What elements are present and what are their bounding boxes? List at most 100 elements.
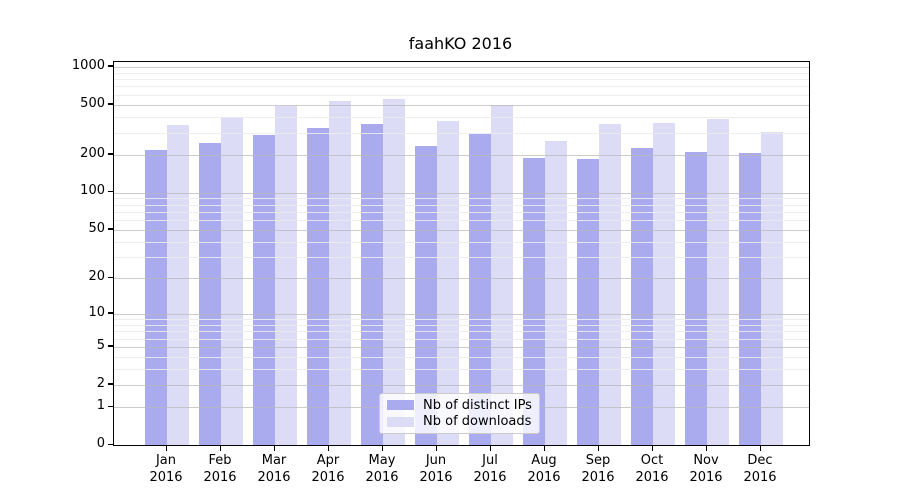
gridline-minor-8 xyxy=(114,324,809,326)
gridline-major-5 xyxy=(114,347,809,348)
bar-downloads-sep xyxy=(599,123,621,445)
bar-distinct-ips-dec xyxy=(739,152,761,445)
y-tick-5 xyxy=(108,345,113,347)
y-tick-50 xyxy=(108,228,113,230)
y-tick-label-1000: 1000 xyxy=(71,57,105,73)
gridline-minor-700 xyxy=(114,86,809,88)
gridline-minor-4 xyxy=(114,356,809,358)
y-tick-200 xyxy=(108,153,113,155)
x-tick-jan xyxy=(165,445,167,451)
bar-distinct-ips-mar xyxy=(253,134,275,445)
y-tick-label-20: 20 xyxy=(88,269,105,285)
y-tick-10 xyxy=(108,312,113,314)
y-tick-label-500: 500 xyxy=(80,95,105,111)
bar-downloads-jan xyxy=(167,125,189,445)
x-tick-label-aug: Aug 2016 xyxy=(527,453,561,485)
y-tick-label-10: 10 xyxy=(88,304,105,320)
bar-downloads-may xyxy=(383,98,405,445)
x-tick-may xyxy=(381,445,383,451)
y-tick-1 xyxy=(108,405,113,408)
y-tick-500 xyxy=(108,103,113,105)
bar-distinct-ips-sep xyxy=(577,159,599,445)
bar-distinct-ips-jul xyxy=(469,133,491,445)
x-tick-sep xyxy=(597,445,599,451)
x-tick-aug xyxy=(543,445,545,451)
y-tick-20 xyxy=(108,276,113,279)
bar-downloads-oct xyxy=(653,123,675,445)
y-tick-label-0: 0 xyxy=(96,436,105,451)
gridline-major-20 xyxy=(114,278,809,280)
legend-label-downloads: Nb of downloads xyxy=(423,414,532,430)
gridline-minor-7 xyxy=(114,331,809,333)
gridline-major-1000 xyxy=(114,66,809,68)
gridline-major-2 xyxy=(114,384,809,386)
x-tick-label-jun: Jun 2016 xyxy=(419,453,453,485)
y-tick-label-2: 2 xyxy=(96,375,105,391)
bar-distinct-ips-nov xyxy=(685,151,707,445)
bar-distinct-ips-oct xyxy=(631,147,653,445)
x-tick-label-apr: Apr 2016 xyxy=(311,453,345,485)
y-tick-label-50: 50 xyxy=(88,220,105,236)
bar-distinct-ips-may xyxy=(361,124,383,445)
gridline-minor-600 xyxy=(114,94,809,96)
y-tick-label-100: 100 xyxy=(80,183,105,199)
x-tick-label-mar: Mar 2016 xyxy=(257,453,291,485)
gridline-minor-30 xyxy=(114,257,809,259)
x-tick-label-sep: Sep 2016 xyxy=(581,453,615,485)
x-tick-label-jan: Jan 2016 xyxy=(149,453,183,485)
bar-downloads-dec xyxy=(761,131,783,445)
y-tick-0 xyxy=(108,443,113,445)
bar-distinct-ips-jan xyxy=(145,149,167,445)
gridline-minor-300 xyxy=(114,132,809,134)
gridline-minor-80 xyxy=(114,204,809,206)
x-tick-label-nov: Nov 2016 xyxy=(689,453,723,485)
y-tick-label-5: 5 xyxy=(96,337,105,353)
gridline-major-10 xyxy=(114,313,809,315)
gridline-minor-3 xyxy=(114,369,809,371)
bar-downloads-jun xyxy=(437,120,459,445)
gridline-minor-6 xyxy=(114,338,809,340)
plot-area xyxy=(113,61,810,446)
gridline-major-200 xyxy=(114,154,809,156)
y-tick-label-200: 200 xyxy=(80,145,105,161)
bar-downloads-aug xyxy=(545,140,567,445)
bar-downloads-jul xyxy=(491,105,513,445)
bar-downloads-apr xyxy=(329,100,351,445)
bar-downloads-nov xyxy=(707,119,729,445)
x-tick-label-oct: Oct 2016 xyxy=(635,453,669,485)
gridline-minor-90 xyxy=(114,198,809,200)
x-tick-nov xyxy=(705,445,707,451)
x-tick-jun xyxy=(435,445,437,451)
gridline-major-50 xyxy=(114,229,809,231)
legend-swatch-distinct-ips xyxy=(387,400,414,411)
bar-distinct-ips-apr xyxy=(307,128,329,445)
gridline-minor-70 xyxy=(114,211,809,213)
y-tick-2 xyxy=(108,383,113,385)
chart-title: faahKO 2016 xyxy=(408,34,513,53)
x-tick-label-dec: Dec 2016 xyxy=(743,453,777,485)
x-tick-label-jul: Jul 2016 xyxy=(473,453,507,485)
legend-label-distinct-ips: Nb of distinct IPs xyxy=(423,397,532,413)
bar-downloads-feb xyxy=(221,117,243,445)
x-tick-apr xyxy=(327,445,329,451)
x-tick-label-may: May 2016 xyxy=(365,453,399,485)
gridline-minor-9 xyxy=(114,319,809,320)
gridline-major-500 xyxy=(114,104,809,106)
gridline-minor-800 xyxy=(114,79,809,81)
x-tick-jul xyxy=(489,445,491,451)
legend: Nb of distinct IPs Nb of downloads xyxy=(379,393,540,434)
x-tick-mar xyxy=(273,445,275,451)
x-tick-oct xyxy=(651,445,653,451)
y-tick-1000 xyxy=(108,65,113,67)
bar-downloads-mar xyxy=(275,105,297,445)
gridline-major-100 xyxy=(114,192,809,194)
gridline-minor-40 xyxy=(114,241,809,243)
legend-entry-downloads: Nb of downloads xyxy=(387,414,531,429)
legend-swatch-downloads xyxy=(387,416,414,427)
gridline-minor-60 xyxy=(114,220,809,221)
bar-distinct-ips-aug xyxy=(523,157,545,445)
gridline-minor-400 xyxy=(114,117,809,118)
gridline-minor-900 xyxy=(114,72,809,74)
legend-entry-distinct-ips: Nb of distinct IPs xyxy=(387,397,532,413)
